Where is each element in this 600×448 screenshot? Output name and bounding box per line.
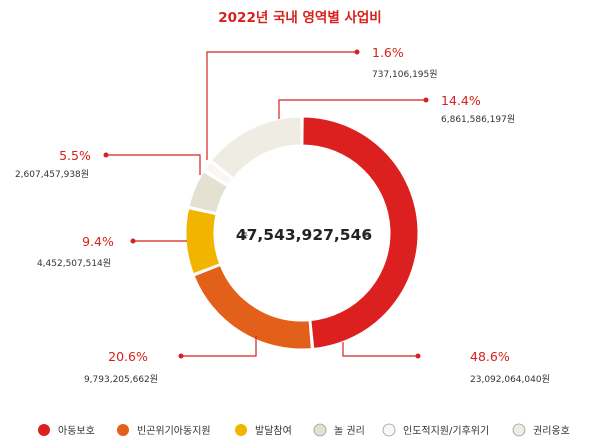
- legend-item-development: 발달참여: [235, 424, 292, 437]
- leader-line-advocacy: [278, 99, 426, 119]
- legend: 아동보호 빈곤위기아동지원 발달참여 놀 권리 인도적지원/기후위기 권리옹호: [38, 423, 570, 437]
- pct-label-advocacy: 14.4%: [441, 93, 481, 108]
- leader-line-poverty: [181, 336, 257, 357]
- amount-label-humanitarian: 737,106,195원: [372, 69, 438, 80]
- legend-item-poverty: 빈곤위기아동지원: [117, 424, 211, 437]
- pct-label-development: 9.4%: [82, 234, 114, 249]
- slice-poverty-crisis-support: [193, 264, 312, 350]
- slice-right-to-play: [188, 171, 228, 214]
- legend-swatch: [512, 423, 526, 437]
- pct-label-humanitarian: 1.6%: [372, 45, 404, 60]
- legend-label: 놀 권리: [334, 425, 365, 437]
- legend-label: 아동보호: [58, 425, 95, 437]
- legend-item-play: 놀 권리: [313, 423, 365, 437]
- amount-label-poverty: 9,793,205,662원: [84, 374, 158, 385]
- legend-label: 권리옹호: [533, 425, 570, 437]
- chart-title: 2022년 국내 영역별 사업비: [218, 9, 381, 26]
- legend-swatch: [382, 423, 396, 437]
- legend-label: 인도적지원/기후위기: [403, 424, 489, 437]
- leader-dot-development: [130, 238, 136, 244]
- slice-rights-advocacy: [210, 116, 302, 179]
- amount-label-play: 2,607,457,938원: [15, 169, 89, 180]
- amount-label-advocacy: 6,861,586,197원: [441, 114, 515, 125]
- leader-dot-advocacy: [423, 97, 429, 103]
- legend-item-child-protection: 아동보호: [38, 424, 95, 437]
- leader-dot-poverty: [178, 353, 184, 359]
- slice-development-participation: [185, 208, 221, 275]
- legend-item-humanitarian: 인도적지원/기후위기: [382, 423, 489, 437]
- leader-line-humanitarian: [206, 51, 357, 160]
- leader-dot-child-protection: [415, 353, 421, 359]
- amount-label-development: 4,452,507,514원: [37, 258, 111, 269]
- donut-slices: [185, 116, 419, 350]
- leader-dot-humanitarian: [354, 49, 360, 55]
- center-prefix: 총: [241, 231, 248, 240]
- pct-label-poverty: 20.6%: [108, 349, 148, 364]
- amount-label-child-protection: 23,092,064,040원: [470, 374, 550, 385]
- legend-swatch: [38, 424, 50, 436]
- legend-label: 빈곤위기아동지원: [137, 424, 211, 437]
- legend-swatch: [117, 424, 129, 436]
- legend-item-advocacy: 권리옹호: [512, 423, 570, 437]
- legend-swatch: [313, 423, 327, 437]
- slice-humanitarian-climate: [204, 161, 233, 186]
- leader-dot-play: [103, 152, 109, 158]
- legend-swatch: [235, 424, 247, 436]
- center-unit: 원: [362, 231, 369, 240]
- pct-label-child-protection: 48.6%: [470, 349, 510, 364]
- leader-line-child-protection: [342, 342, 418, 357]
- pct-label-play: 5.5%: [59, 148, 91, 163]
- leader-line-play: [106, 154, 201, 175]
- callouts: 48.6% 23,092,064,040원 20.6% 9,793,205,66…: [15, 45, 550, 385]
- center-value: 47,543,927,546: [236, 226, 372, 244]
- legend-label: 발달참여: [255, 425, 292, 437]
- slice-child-protection: [302, 116, 419, 349]
- center-total: 총 47,543,927,546 원: [236, 226, 372, 244]
